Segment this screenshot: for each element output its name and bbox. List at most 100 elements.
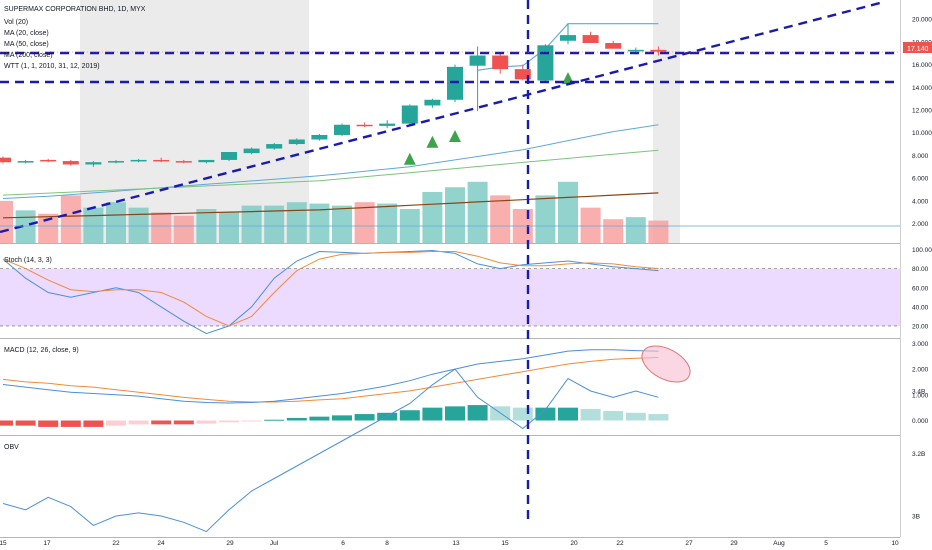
stoch-k-line <box>2 249 659 335</box>
date-tick-2: 22 <box>112 540 120 547</box>
candle-body-28 <box>627 49 644 52</box>
macd-hist-bar-13 <box>286 417 307 421</box>
obv-label: OBV <box>4 444 19 451</box>
candle-body-20 <box>447 66 463 100</box>
volume-bar-6 <box>128 207 149 243</box>
ma200-line <box>2 192 659 219</box>
obv-tick-1: 3.2B <box>912 451 925 458</box>
price-pane <box>0 23 669 243</box>
grid-lines <box>0 0 901 538</box>
macd-hist-bar-14 <box>309 416 330 421</box>
macd-label: MACD (12, 26, close, 9) <box>4 347 79 354</box>
legend-symbol: SUPERMAX CORPORATION BHD, 1D, MYX <box>4 6 146 13</box>
date-tick-4: 29 <box>226 540 234 547</box>
macd-hist-bar-20 <box>445 406 465 421</box>
macd-pane <box>0 345 691 427</box>
candle-body-19 <box>424 99 441 106</box>
signal-triangle-1 <box>426 135 439 148</box>
macd-hist-bar-11 <box>241 420 262 422</box>
macd-hist-bar-16 <box>354 414 375 421</box>
macd-hist-bar-7 <box>151 420 172 425</box>
macd-tick-1: 2.000 <box>912 367 929 374</box>
date-tick-6: 6 <box>341 540 345 547</box>
date-tick-8: 13 <box>452 540 460 547</box>
macd-hist-bar-27 <box>603 410 624 421</box>
macd-tick-0: 3.000 <box>912 341 929 348</box>
price-tick-5: 10.000 <box>912 130 932 137</box>
date-tick-14: Aug <box>773 540 785 547</box>
signal-triangle-2 <box>449 130 461 143</box>
candle-body-6 <box>130 159 147 162</box>
volume-bar-4 <box>83 207 104 243</box>
candle-body-26 <box>582 35 599 44</box>
volume-bar-15 <box>332 205 352 243</box>
macd-hist-bar-10 <box>219 420 239 423</box>
price-tick-3: 14.000 <box>912 85 932 92</box>
volume-bar-8 <box>173 215 194 243</box>
macd-tick-2: 1.000 <box>912 392 929 399</box>
date-tick-15: 5 <box>824 540 828 547</box>
candle-body-18 <box>401 105 418 124</box>
date-tick-10: 20 <box>570 540 578 547</box>
volume-bar-28 <box>625 217 646 243</box>
candle-body-11 <box>243 148 260 154</box>
macd-hist-bar-5 <box>106 420 126 426</box>
date-tick-13: 29 <box>730 540 738 547</box>
obv-line <box>2 368 659 533</box>
stoch-label: Stoch (14, 3, 3) <box>4 257 52 264</box>
candle-body-14 <box>311 134 328 140</box>
volume-bar-22 <box>490 195 511 243</box>
price-tick-8: 4.000 <box>912 198 929 205</box>
macd-hist-bar-23 <box>512 407 533 421</box>
volume-bar-27 <box>603 219 624 243</box>
candle-body-25 <box>560 35 576 41</box>
ma50-line <box>2 124 659 199</box>
macd-hist-bar-25 <box>558 407 578 421</box>
date-tick-3: 24 <box>157 540 165 547</box>
obv-tick-0: 3.4B <box>912 389 925 396</box>
candle-body-3 <box>62 161 79 165</box>
candle-body-27 <box>605 43 622 49</box>
legend-vol: Vol (20) <box>4 19 28 26</box>
legend: SUPERMAX CORPORATION BHD, 1D, MYX Vol (2… <box>4 6 146 451</box>
volume-bar-12 <box>264 205 285 243</box>
volume-bar-20 <box>445 187 465 243</box>
ma-green-line <box>2 149 659 196</box>
obv-pane <box>2 368 659 533</box>
date-tick-11: 22 <box>616 540 624 547</box>
last-price-value: 17.140 <box>907 46 929 53</box>
legend-ma20: MA (20, close) <box>4 30 49 37</box>
candle-body-23 <box>514 69 531 80</box>
price-tick-0: 20.000 <box>912 17 932 24</box>
stoch-tick-1: 80.00 <box>912 266 929 273</box>
candle-body-22 <box>492 55 509 70</box>
price-tick-9: 2.000 <box>912 221 929 228</box>
macd-signal-line <box>2 357 659 403</box>
legend-ma50: MA (50, close) <box>4 41 49 48</box>
volume-bar-26 <box>580 207 601 243</box>
candle-body-17 <box>379 123 396 126</box>
shade-band-1 <box>653 0 680 243</box>
candle-body-2 <box>40 159 57 162</box>
macd-hist-bar-1 <box>15 420 36 426</box>
volume-bar-7 <box>151 212 172 243</box>
date-tick-12: 27 <box>685 540 693 547</box>
macd-hist-bar-19 <box>422 407 443 421</box>
macd-hist-bar-4 <box>83 420 104 427</box>
volume-bar-17 <box>377 203 398 243</box>
candle-body-1 <box>17 161 34 163</box>
legend-wtt: WTT (1, 1, 2010, 31, 12, 2019) <box>4 63 100 70</box>
price-tick-6: 8.000 <box>912 153 929 160</box>
candle-body-12 <box>266 144 283 149</box>
volume-bar-25 <box>558 181 578 243</box>
candle-body-24 <box>537 45 554 81</box>
date-tick-9: 15 <box>501 540 509 547</box>
price-axis: 20.00018.00016.00014.00012.00010.0008.00… <box>912 17 932 521</box>
candle-body-10 <box>221 151 237 160</box>
obv-tick-2: 3B <box>912 514 920 521</box>
volume-bar-14 <box>309 203 330 243</box>
macd-hist-bar-15 <box>332 415 352 421</box>
drawing-annotations[interactable] <box>0 0 900 525</box>
stoch-band <box>0 268 900 326</box>
